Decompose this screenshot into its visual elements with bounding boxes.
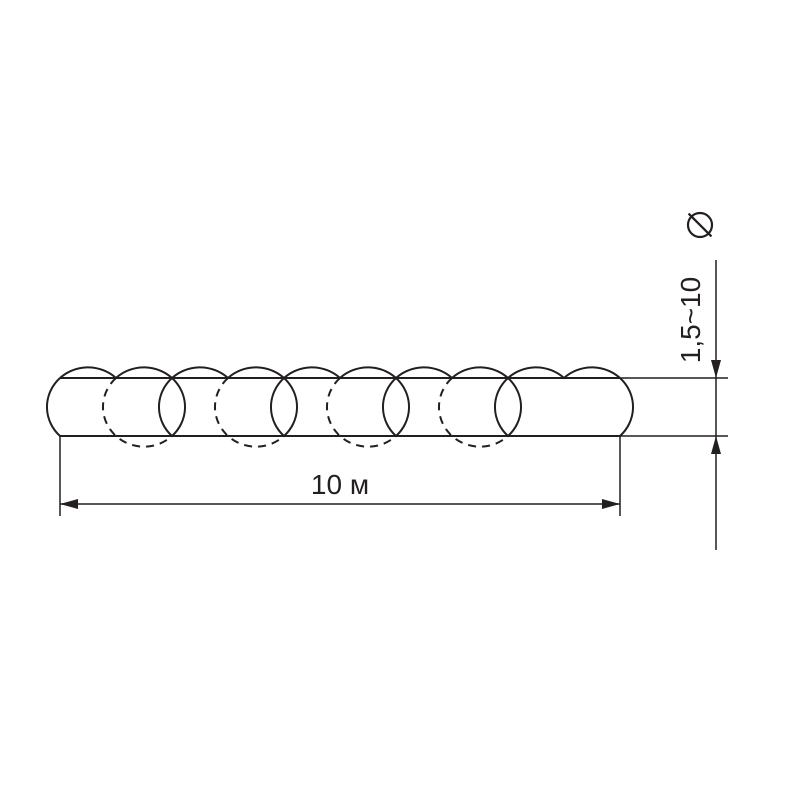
canvas-background: [0, 0, 800, 800]
diameter-label: 1,5~10: [675, 277, 706, 363]
length-label: 10 м: [311, 469, 369, 500]
